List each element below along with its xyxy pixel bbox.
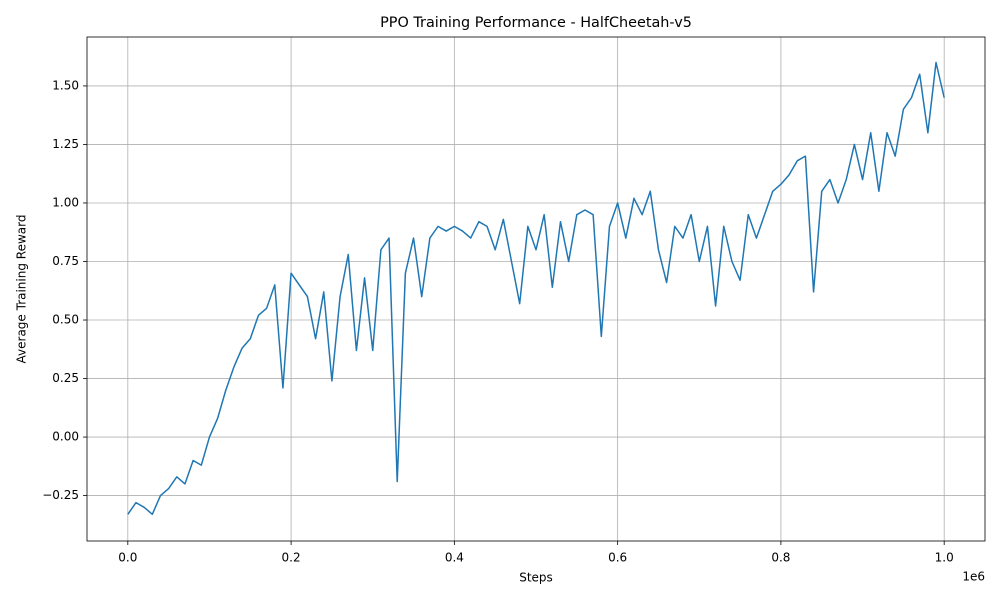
y-tick-label: 1.50 xyxy=(52,78,79,92)
x-offset-label: 1e6 xyxy=(962,570,985,584)
x-tick-label: 0.8 xyxy=(771,551,790,565)
y-tick-label: 0.00 xyxy=(52,430,79,444)
x-tick-label: 0.6 xyxy=(608,551,627,565)
x-tick-label: 1.0 xyxy=(935,551,954,565)
y-axis-label: Average Training Reward xyxy=(15,215,29,364)
x-tick-label: 0.2 xyxy=(282,551,301,565)
y-tick-label: 0.50 xyxy=(52,313,79,327)
x-axis-label: Steps xyxy=(519,571,553,585)
y-tick-label: 1.25 xyxy=(52,137,79,151)
y-tick-label: 0.75 xyxy=(52,254,79,268)
data-line xyxy=(127,61,945,516)
x-tick-label: 0.4 xyxy=(445,551,464,565)
chart-title: PPO Training Performance - HalfCheetah-v… xyxy=(380,15,692,31)
x-tick-label: 0.0 xyxy=(118,551,137,565)
plot-frame xyxy=(86,36,986,542)
y-tick-label: −0.25 xyxy=(42,488,79,502)
y-tick-label: 0.25 xyxy=(52,371,79,385)
y-tick-label: 1.00 xyxy=(52,195,79,209)
